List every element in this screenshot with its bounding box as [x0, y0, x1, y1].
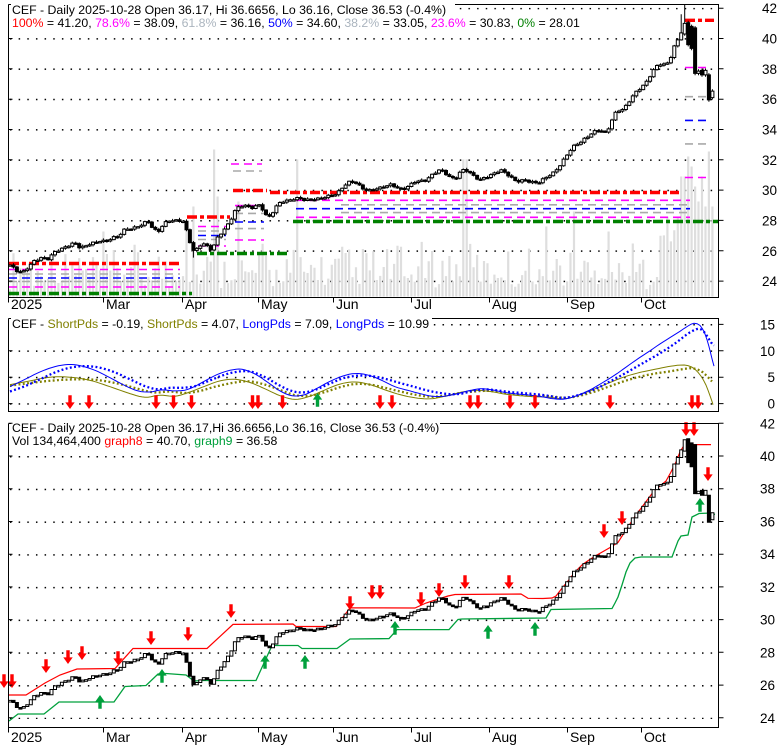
svg-text:May: May	[261, 729, 287, 745]
svg-text:38: 38	[762, 62, 777, 77]
svg-text:24: 24	[762, 274, 778, 289]
svg-text:32: 32	[762, 153, 777, 168]
svg-text:CEF - ShortPds = -0.19, ShortP: CEF - ShortPds = -0.19, ShortPds = 4.07,…	[12, 317, 429, 331]
svg-text:Jul: Jul	[414, 296, 432, 312]
svg-text:34: 34	[762, 123, 778, 138]
svg-text:34: 34	[760, 547, 776, 562]
svg-text:Sep: Sep	[570, 296, 595, 312]
svg-text:36: 36	[760, 515, 775, 530]
svg-text:26: 26	[760, 678, 775, 693]
svg-text:Aug: Aug	[492, 729, 517, 745]
svg-text:CEF - Daily 2025-10-28 Open 36: CEF - Daily 2025-10-28 Open 36.17,Hi 36.…	[12, 421, 439, 435]
svg-text:30: 30	[762, 183, 777, 198]
svg-text:28: 28	[762, 213, 777, 228]
svg-text:Mar: Mar	[106, 729, 130, 745]
svg-text:Mar: Mar	[106, 296, 130, 312]
svg-text:40: 40	[760, 449, 775, 464]
svg-text:42: 42	[762, 1, 777, 16]
svg-text:26: 26	[762, 244, 777, 259]
svg-text:2025: 2025	[11, 296, 42, 312]
svg-text:Jul: Jul	[414, 729, 432, 745]
svg-text:36: 36	[762, 92, 777, 107]
svg-text:42: 42	[760, 416, 775, 431]
svg-text:30: 30	[760, 613, 775, 628]
svg-text:24: 24	[760, 711, 776, 726]
svg-text:CEF - Daily 2025-10-28 Open 36: CEF - Daily 2025-10-28 Open 36.17, Hi 36…	[12, 3, 446, 17]
svg-text:Aug: Aug	[492, 296, 517, 312]
svg-text:Jun: Jun	[336, 729, 359, 745]
svg-text:2025: 2025	[11, 729, 42, 745]
svg-text:Oct: Oct	[644, 296, 666, 312]
svg-text:10: 10	[760, 344, 775, 359]
svg-text:Apr: Apr	[185, 729, 207, 745]
svg-text:28: 28	[760, 645, 775, 660]
svg-text:38: 38	[760, 482, 775, 497]
svg-text:15: 15	[760, 317, 775, 332]
svg-text:Oct: Oct	[644, 729, 666, 745]
svg-text:40: 40	[762, 32, 777, 47]
svg-text:100% = 41.20, 78.6% = 38.09, 6: 100% = 41.20, 78.6% = 38.09, 61.8% = 36.…	[12, 16, 580, 30]
svg-text:Vol 134,464,400 graph8 = 40.70: Vol 134,464,400 graph8 = 40.70, graph9 =…	[12, 434, 277, 448]
svg-text:0: 0	[767, 397, 775, 412]
svg-text:32: 32	[760, 580, 775, 595]
svg-text:Jun: Jun	[336, 296, 359, 312]
svg-text:Sep: Sep	[570, 729, 595, 745]
svg-text:May: May	[261, 296, 287, 312]
svg-text:Apr: Apr	[185, 296, 207, 312]
svg-text:5: 5	[767, 370, 775, 385]
